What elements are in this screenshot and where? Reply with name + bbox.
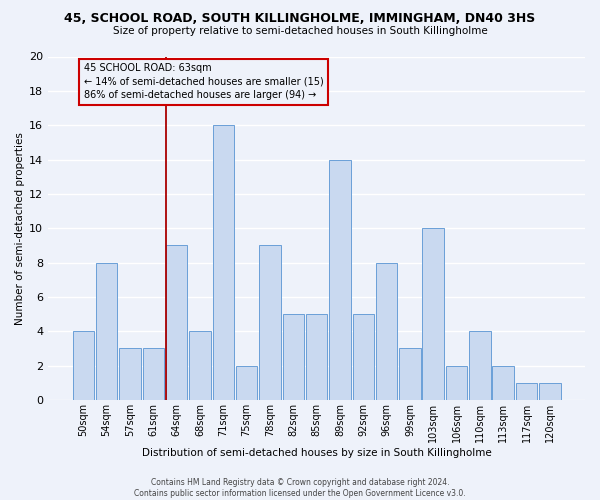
Bar	[119, 348, 140, 400]
Bar	[446, 366, 467, 400]
Bar	[539, 382, 560, 400]
Bar	[306, 314, 328, 400]
Bar	[189, 331, 211, 400]
Bar	[493, 366, 514, 400]
Bar	[422, 228, 444, 400]
Bar	[399, 348, 421, 400]
Text: Size of property relative to semi-detached houses in South Killingholme: Size of property relative to semi-detach…	[113, 26, 487, 36]
Bar	[236, 366, 257, 400]
Bar	[212, 125, 234, 400]
Bar	[166, 246, 187, 400]
Y-axis label: Number of semi-detached properties: Number of semi-detached properties	[15, 132, 25, 324]
Bar	[353, 314, 374, 400]
Bar	[73, 331, 94, 400]
X-axis label: Distribution of semi-detached houses by size in South Killingholme: Distribution of semi-detached houses by …	[142, 448, 491, 458]
Bar	[96, 262, 118, 400]
Bar	[469, 331, 491, 400]
Bar	[329, 160, 350, 400]
Bar	[143, 348, 164, 400]
Bar	[283, 314, 304, 400]
Bar	[516, 382, 537, 400]
Text: Contains HM Land Registry data © Crown copyright and database right 2024.
Contai: Contains HM Land Registry data © Crown c…	[134, 478, 466, 498]
Bar	[259, 246, 281, 400]
Bar	[376, 262, 397, 400]
Text: 45, SCHOOL ROAD, SOUTH KILLINGHOLME, IMMINGHAM, DN40 3HS: 45, SCHOOL ROAD, SOUTH KILLINGHOLME, IMM…	[64, 12, 536, 26]
Text: 45 SCHOOL ROAD: 63sqm
← 14% of semi-detached houses are smaller (15)
86% of semi: 45 SCHOOL ROAD: 63sqm ← 14% of semi-deta…	[83, 64, 323, 100]
